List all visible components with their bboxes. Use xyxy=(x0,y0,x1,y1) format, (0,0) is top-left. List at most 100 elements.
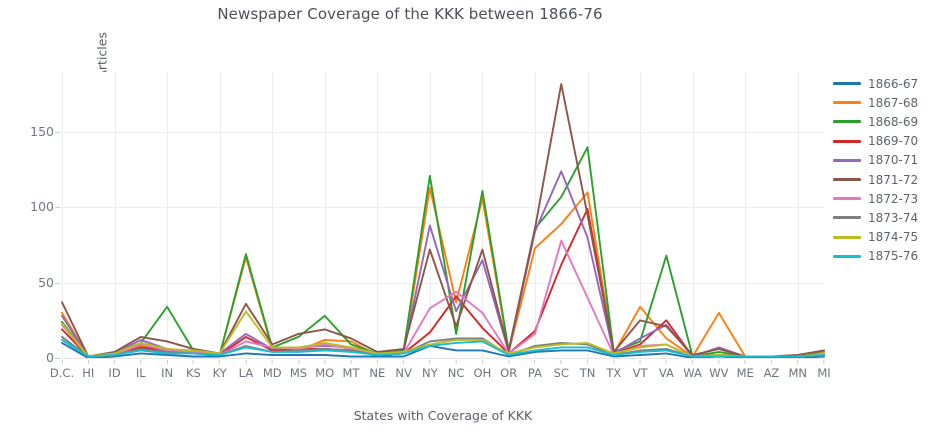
gridline-vertical xyxy=(324,72,326,358)
legend-item-1866-67[interactable]: 1866-67 xyxy=(833,74,927,93)
chart-title: Newspaper Coverage of the KKK between 18… xyxy=(217,5,603,23)
gridline-vertical xyxy=(429,72,431,358)
x-tick-label: WA xyxy=(683,366,702,380)
x-tick-mi: MI xyxy=(817,360,831,380)
x-tick-mt: MT xyxy=(343,360,360,380)
x-tick-mark xyxy=(770,360,772,364)
x-tick-label: NC xyxy=(447,366,465,380)
legend-swatch-icon xyxy=(833,158,861,162)
x-tick-label: IL xyxy=(135,366,146,380)
legend-swatch-icon xyxy=(833,235,861,239)
y-tick-label: 100 xyxy=(30,199,54,215)
x-tick-label: MN xyxy=(788,366,807,380)
x-tick-id: ID xyxy=(108,360,121,380)
x-tick-mark xyxy=(508,360,510,364)
plot-background xyxy=(62,72,824,358)
legend-item-1867-68[interactable]: 1867-68 xyxy=(833,93,927,112)
x-tick-mark xyxy=(823,360,825,364)
x-tick-label: PA xyxy=(527,366,542,380)
series-line-1866-67 xyxy=(61,342,825,359)
x-tick-label: OH xyxy=(473,366,492,380)
y-tick-label: 0 xyxy=(46,350,54,365)
x-tick-label: SC xyxy=(553,366,569,380)
gridline-horizontal xyxy=(62,282,824,284)
x-tick-md: MD xyxy=(263,360,282,380)
y-tick-label: 150 xyxy=(30,124,54,140)
x-tick-mark xyxy=(665,360,667,364)
series-line-1869-70 xyxy=(61,208,825,358)
x-tick-label: MO xyxy=(315,366,335,380)
x-tick-ne: NE xyxy=(369,360,385,380)
x-tick-label: MI xyxy=(817,366,831,380)
y-tick-mark xyxy=(55,282,60,284)
x-tick-la: LA xyxy=(239,360,253,380)
legend-item-1871-72[interactable]: 1871-72 xyxy=(833,170,927,189)
x-tick-hi: HI xyxy=(82,360,94,380)
x-tick-mark xyxy=(403,360,405,364)
legend-label: 1867-68 xyxy=(868,95,919,110)
x-tick-label: ID xyxy=(108,366,121,380)
x-tick-ks: KS xyxy=(186,360,201,380)
y-tick-mark xyxy=(55,132,60,134)
x-tick-mark xyxy=(87,360,89,364)
x-tick-mark xyxy=(587,360,589,364)
x-tick-or: OR xyxy=(500,360,517,380)
gridline-vertical xyxy=(167,72,169,358)
x-tick-label: KY xyxy=(212,366,227,380)
x-tick-nv: NV xyxy=(395,360,412,380)
legend-swatch-icon xyxy=(833,120,861,124)
chart-legend: 1866-67 1867-68 1868-69 1869-70 1870-71 1871-… xyxy=(833,74,927,266)
gridline-vertical xyxy=(62,72,63,358)
x-tick-tn: TN xyxy=(580,360,595,380)
x-tick-label: MT xyxy=(342,366,360,380)
legend-item-1873-74[interactable]: 1873-74 xyxy=(833,208,927,227)
x-tick-mark xyxy=(297,360,299,364)
legend-item-1874-75[interactable]: 1874-75 xyxy=(833,228,927,247)
legend-item-1875-76[interactable]: 1875-76 xyxy=(833,247,927,266)
x-tick-az: AZ xyxy=(763,360,780,380)
legend-item-1870-71[interactable]: 1870-71 xyxy=(833,151,927,170)
x-tick-mark xyxy=(534,360,536,364)
series-line-1875-76 xyxy=(61,338,825,358)
x-tick-label: KS xyxy=(185,366,201,380)
legend-swatch-icon xyxy=(833,101,861,105)
x-tick-il: IL xyxy=(136,360,146,380)
x-tick-label: VA xyxy=(658,366,674,380)
x-axis-line xyxy=(62,358,825,359)
x-tick-ny: NY xyxy=(422,360,438,380)
x-tick-mark xyxy=(560,360,562,364)
x-tick-label: ME xyxy=(736,366,754,380)
x-tick-ms: MS xyxy=(290,360,307,380)
gridline-vertical xyxy=(482,72,484,358)
x-tick-mark xyxy=(744,360,746,364)
legend-swatch-icon xyxy=(833,139,861,143)
legend-item-1869-70[interactable]: 1869-70 xyxy=(833,132,927,151)
legend-label: 1870-71 xyxy=(868,153,919,168)
series-lines xyxy=(61,83,825,359)
x-tick-label: NY xyxy=(422,366,438,380)
x-tick-nc: NC xyxy=(447,360,465,380)
legend-label: 1871-72 xyxy=(868,172,919,187)
x-tick-label: AZ xyxy=(763,366,780,380)
gridline-horizontal xyxy=(62,207,824,209)
x-tick-in: IN xyxy=(161,360,173,380)
x-axis-ticks: D.C. HI ID IL IN KS KY LA MD MS MO MT NE NV NY NC OH OR PA… xyxy=(50,360,831,384)
gridline-horizontal xyxy=(62,132,824,134)
legend-label: 1866-67 xyxy=(868,76,919,91)
x-tick-mark xyxy=(192,360,194,364)
series-line-1868-69 xyxy=(61,146,825,358)
legend-item-1868-69[interactable]: 1868-69 xyxy=(833,112,927,131)
legend-swatch-icon xyxy=(833,254,861,258)
x-tick-va: VA xyxy=(659,360,674,380)
gridline-vertical xyxy=(534,72,536,358)
gridline-vertical xyxy=(219,72,221,358)
x-tick-wa: WA xyxy=(683,360,702,380)
legend-item-1872-73[interactable]: 1872-73 xyxy=(833,189,927,208)
x-tick-label: TX xyxy=(606,366,622,380)
x-tick-pa: PA xyxy=(528,360,542,380)
x-tick-label: VT xyxy=(632,366,648,380)
x-tick-mo: MO xyxy=(315,360,334,380)
x-tick-label: D.C. xyxy=(49,366,75,380)
x-tick-label: MS xyxy=(289,366,308,380)
x-tick-mark xyxy=(166,360,168,364)
